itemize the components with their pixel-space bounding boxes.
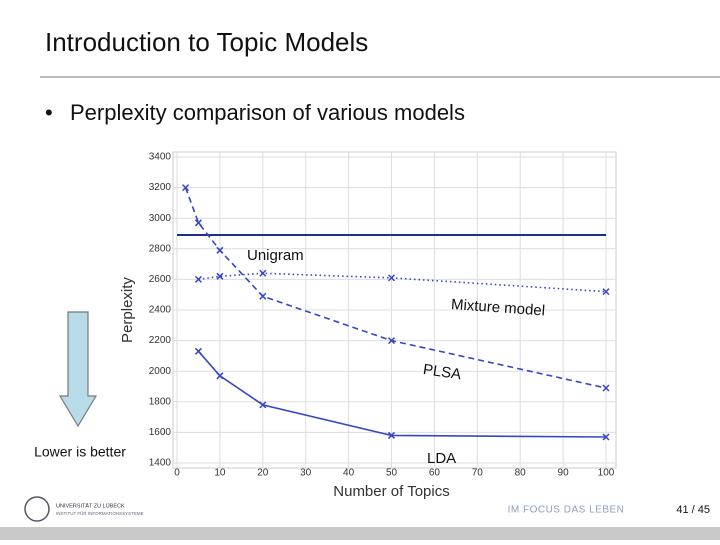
x-tick-label: 100 — [598, 468, 615, 479]
x-tick-label: 20 — [257, 468, 269, 479]
marker — [259, 292, 267, 300]
marker — [194, 275, 202, 283]
x-tick-label: 70 — [472, 468, 484, 479]
page-number: 41 / 45 — [676, 504, 710, 516]
y-tick-label: 2200 — [149, 335, 172, 346]
series-line — [198, 272, 607, 293]
marker — [216, 372, 224, 380]
x-tick-label: 40 — [343, 468, 355, 479]
y-tick-label: 3200 — [149, 182, 172, 193]
x-tick-label: 50 — [386, 468, 398, 479]
x-axis-label: Number of Topics — [333, 483, 449, 500]
marker — [387, 431, 396, 439]
plot: 1400 1600 1800 2000 2200 2400 2600 2800 3000 3200… — [119, 151, 617, 500]
x-tick-label: 60 — [429, 468, 441, 479]
marker — [602, 384, 610, 392]
marker — [216, 272, 224, 280]
y-tick-label: 3400 — [149, 152, 172, 163]
marker — [387, 337, 396, 345]
marker — [259, 401, 267, 409]
logo-seal — [24, 496, 50, 522]
footer-text: IM FOCUS DAS LEBEN — [508, 505, 625, 516]
series-line — [184, 187, 607, 389]
marker — [259, 269, 267, 277]
series-label: Unigram — [247, 247, 304, 264]
y-tick-label: 2000 — [149, 366, 172, 377]
bullet-dot: • — [45, 100, 53, 125]
y-tick-label: 1400 — [149, 458, 172, 469]
y-tick-label: 2800 — [149, 243, 172, 254]
marker — [194, 347, 202, 355]
logo-subtext: INSTITUT FÜR INFORMATIONSSYSTEME — [56, 510, 144, 516]
marker — [194, 219, 202, 227]
marker — [602, 288, 610, 296]
marker — [182, 184, 190, 192]
y-tick-label: 1800 — [149, 396, 172, 407]
slide-title: Introduction to Topic Models — [45, 27, 368, 57]
marker — [387, 274, 396, 282]
x-tick-label: 10 — [214, 468, 226, 479]
note: Lower is better — [34, 444, 126, 460]
y-tick-label: 2600 — [149, 274, 172, 285]
y-tick-label: 3000 — [149, 213, 172, 224]
x-tick-label: 30 — [300, 468, 312, 479]
y-tick-label: 1600 — [149, 427, 172, 438]
x-tick-label: 90 — [558, 468, 570, 479]
series-label: PLSA — [422, 361, 462, 383]
x-tick-label: 0 — [174, 468, 180, 479]
x-tick-label: 80 — [515, 468, 527, 479]
down-arrow — [58, 311, 98, 428]
marker — [602, 433, 610, 441]
y-axis-label: Perplexity — [119, 277, 136, 343]
bullet-text: Perplexity comparison of various models — [70, 100, 465, 125]
footer-bar — [0, 527, 720, 540]
series-label: LDA — [427, 450, 456, 467]
y-tick-label: 2400 — [149, 305, 172, 316]
series-label: Mixture model — [450, 296, 545, 320]
marker — [216, 246, 224, 254]
logo-text: UNIVERSITÄT ZU LÜBECK — [56, 502, 125, 509]
